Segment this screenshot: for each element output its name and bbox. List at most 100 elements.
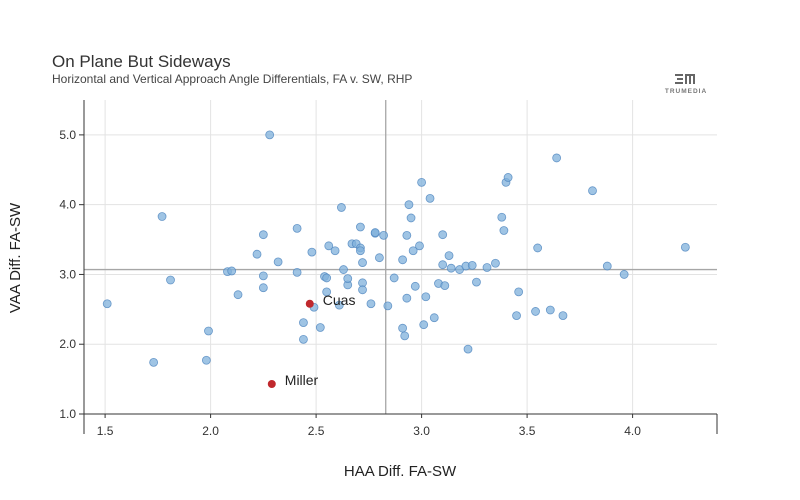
reference-lines (84, 100, 717, 414)
scatter-point[interactable] (429, 313, 439, 323)
x-tick-label: 4.0 (624, 424, 641, 438)
scatter-point[interactable] (358, 258, 367, 267)
scatter-point[interactable] (402, 230, 412, 240)
scatter-point[interactable] (417, 177, 427, 187)
scatter-point[interactable] (370, 228, 380, 237)
scatter-point[interactable] (102, 299, 112, 309)
scatter-point[interactable] (322, 273, 332, 283)
chart-subtitle: Horizontal and Vertical Approach Angle D… (52, 72, 413, 86)
scatter-point[interactable] (472, 277, 481, 287)
scatter-point[interactable] (545, 305, 555, 315)
scatter-point[interactable] (343, 274, 353, 284)
chart-title: On Plane But Sideways (52, 52, 231, 71)
scatter-point[interactable] (491, 258, 500, 268)
scatter-point[interactable] (374, 253, 384, 263)
highlight-point[interactable] (267, 379, 276, 388)
scatter-point[interactable] (339, 265, 348, 274)
scatter-point[interactable] (337, 203, 346, 212)
scatter-point[interactable] (358, 285, 367, 295)
y-tick-label: 3.0 (59, 267, 76, 281)
scatter-point[interactable] (402, 293, 412, 303)
scatter-point[interactable] (157, 212, 167, 221)
scatter-point[interactable] (421, 292, 431, 302)
y-tick-label: 4.0 (59, 198, 76, 212)
scatter-point[interactable] (558, 311, 568, 321)
highlight-label: Cuas (323, 292, 356, 308)
scatter-point[interactable] (398, 323, 408, 333)
scatter-point[interactable] (444, 251, 454, 261)
scatter-point[interactable] (398, 255, 408, 265)
scatter-point[interactable] (389, 273, 399, 283)
scatter-point[interactable] (227, 266, 237, 276)
scatter-point[interactable] (383, 301, 393, 311)
scatter-point[interactable] (438, 230, 448, 240)
scatter-point[interactable] (315, 323, 325, 332)
scatter-point[interactable] (324, 241, 334, 251)
scatter-point[interactable] (233, 290, 243, 300)
y-tick-label: 1.0 (59, 407, 76, 421)
highlight-label: Miller (285, 372, 319, 388)
scatter-point[interactable] (166, 275, 175, 285)
scatter-point[interactable] (258, 271, 268, 281)
scatter-point[interactable] (602, 261, 612, 271)
scatter-point[interactable] (404, 200, 414, 210)
scatter-point[interactable] (531, 307, 540, 316)
y-axis-title: VAA Diff. FA-SW (7, 202, 24, 313)
scatter-point[interactable] (258, 283, 268, 293)
scatter-point[interactable] (463, 344, 473, 354)
scatter-point[interactable] (415, 241, 424, 251)
scatter-point[interactable] (440, 281, 450, 291)
scatter-point[interactable] (680, 242, 690, 252)
x-tick-label: 2.0 (202, 424, 219, 438)
y-tick-label: 2.0 (59, 337, 76, 351)
scatter-point[interactable] (588, 186, 597, 196)
scatter-point[interactable] (356, 246, 365, 256)
scatter-point[interactable] (503, 173, 513, 182)
x-axis-title: HAA Diff. FA-SW (344, 463, 457, 480)
scatter-point[interactable] (406, 213, 416, 223)
scatter-point[interactable] (619, 270, 629, 279)
scatter-point[interactable] (497, 212, 507, 222)
x-tick-label: 3.0 (413, 424, 430, 438)
scatter-point[interactable] (273, 257, 283, 267)
points-layer (102, 130, 690, 367)
axes: 1.5 2.0 2.5 3.0 3.5 4.0 1.0 2.0 3.0 4.0 5.0 (59, 100, 718, 438)
scatter-point[interactable] (400, 331, 410, 341)
scatter-point[interactable] (446, 263, 456, 273)
scatter-point[interactable] (408, 246, 418, 256)
scatter-point[interactable] (482, 263, 492, 272)
scatter-point[interactable] (512, 311, 521, 321)
scatter-point[interactable] (419, 320, 429, 330)
scatter-point[interactable] (292, 223, 302, 233)
scatter-point[interactable] (252, 249, 262, 259)
trumedia-logo: TRUMEDIA (658, 72, 710, 100)
scatter-point[interactable] (467, 260, 477, 270)
scatter-point[interactable] (330, 246, 340, 256)
scatter-point[interactable] (552, 153, 562, 163)
scatter-point[interactable] (334, 300, 344, 310)
scatter-point[interactable] (201, 355, 211, 365)
scatter-point[interactable] (265, 130, 275, 140)
scatter-point[interactable] (438, 260, 448, 270)
scatter-point[interactable] (379, 230, 389, 240)
trumedia-logo-icon (675, 74, 695, 84)
scatter-point[interactable] (307, 247, 317, 257)
scatter-point[interactable] (149, 357, 159, 367)
scatter-point[interactable] (204, 326, 213, 336)
highlight-point[interactable] (305, 299, 314, 308)
scatter-point[interactable] (258, 230, 268, 240)
scatter-point[interactable] (292, 267, 302, 277)
scatter-point[interactable] (366, 299, 376, 309)
scatter-point[interactable] (299, 334, 308, 344)
x-tick-label: 2.5 (308, 424, 325, 438)
scatter-point[interactable] (356, 222, 365, 232)
scatter-point[interactable] (410, 281, 420, 291)
scatter-point[interactable] (514, 287, 524, 297)
scatter-point[interactable] (533, 243, 543, 253)
scatter-point[interactable] (499, 226, 509, 235)
scatter-point[interactable] (425, 193, 435, 203)
scatter-point[interactable] (299, 318, 308, 327)
highlight-layer: Cuas Miller (267, 292, 356, 388)
scatter-point[interactable] (322, 287, 332, 297)
